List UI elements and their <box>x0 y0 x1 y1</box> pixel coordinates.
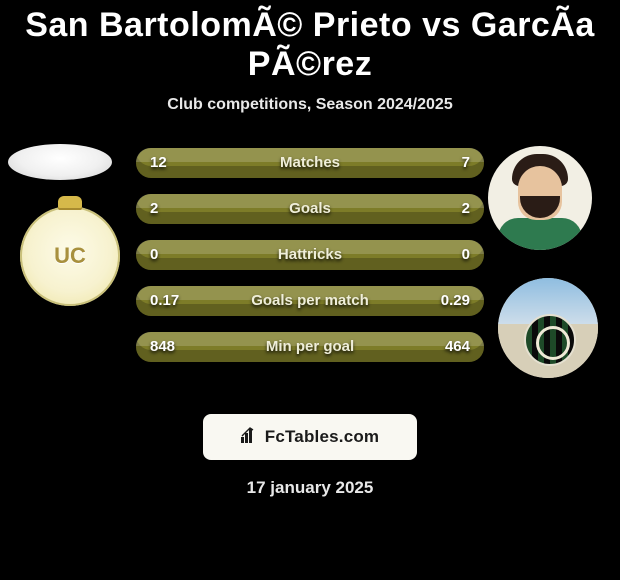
stat-right-value: 0.29 <box>441 286 470 316</box>
stat-right-value: 7 <box>462 148 470 178</box>
comparison-card: San BartolomÃ© Prieto vs GarcÃ­a PÃ©rez … <box>0 0 620 580</box>
source-logo-text: FcTables.com <box>265 427 380 447</box>
stat-label: Min per goal <box>136 332 484 362</box>
bar-chart-icon <box>241 427 259 448</box>
stat-right-value: 464 <box>445 332 470 362</box>
stat-label: Hattricks <box>136 240 484 270</box>
stat-right-value: 2 <box>462 194 470 224</box>
date-label: 17 january 2025 <box>0 478 620 498</box>
stat-row-goals: 2 Goals 2 <box>136 194 484 224</box>
stat-row-min-per-goal: 848 Min per goal 464 <box>136 332 484 362</box>
club-right-badge <box>498 278 598 378</box>
stat-label: Matches <box>136 148 484 178</box>
club-left-badge: UC <box>20 206 120 306</box>
stat-right-value: 0 <box>462 240 470 270</box>
source-logo: FcTables.com <box>203 414 417 460</box>
player-left-avatar <box>8 144 112 180</box>
content-area: UC 12 Matches 7 2 Goals <box>0 144 620 394</box>
stat-row-matches: 12 Matches 7 <box>136 148 484 178</box>
stat-label: Goals <box>136 194 484 224</box>
player-right-avatar <box>488 146 592 250</box>
page-title: San BartolomÃ© Prieto vs GarcÃ­a PÃ©rez <box>0 0 620 84</box>
club-left-monogram: UC <box>54 243 86 269</box>
stat-label: Goals per match <box>136 286 484 316</box>
page-subtitle: Club competitions, Season 2024/2025 <box>0 96 620 114</box>
stats-bars: 12 Matches 7 2 Goals 2 0 Hattricks 0 0.1… <box>136 148 484 378</box>
stat-row-goals-per-match: 0.17 Goals per match 0.29 <box>136 286 484 316</box>
stat-row-hattricks: 0 Hattricks 0 <box>136 240 484 270</box>
